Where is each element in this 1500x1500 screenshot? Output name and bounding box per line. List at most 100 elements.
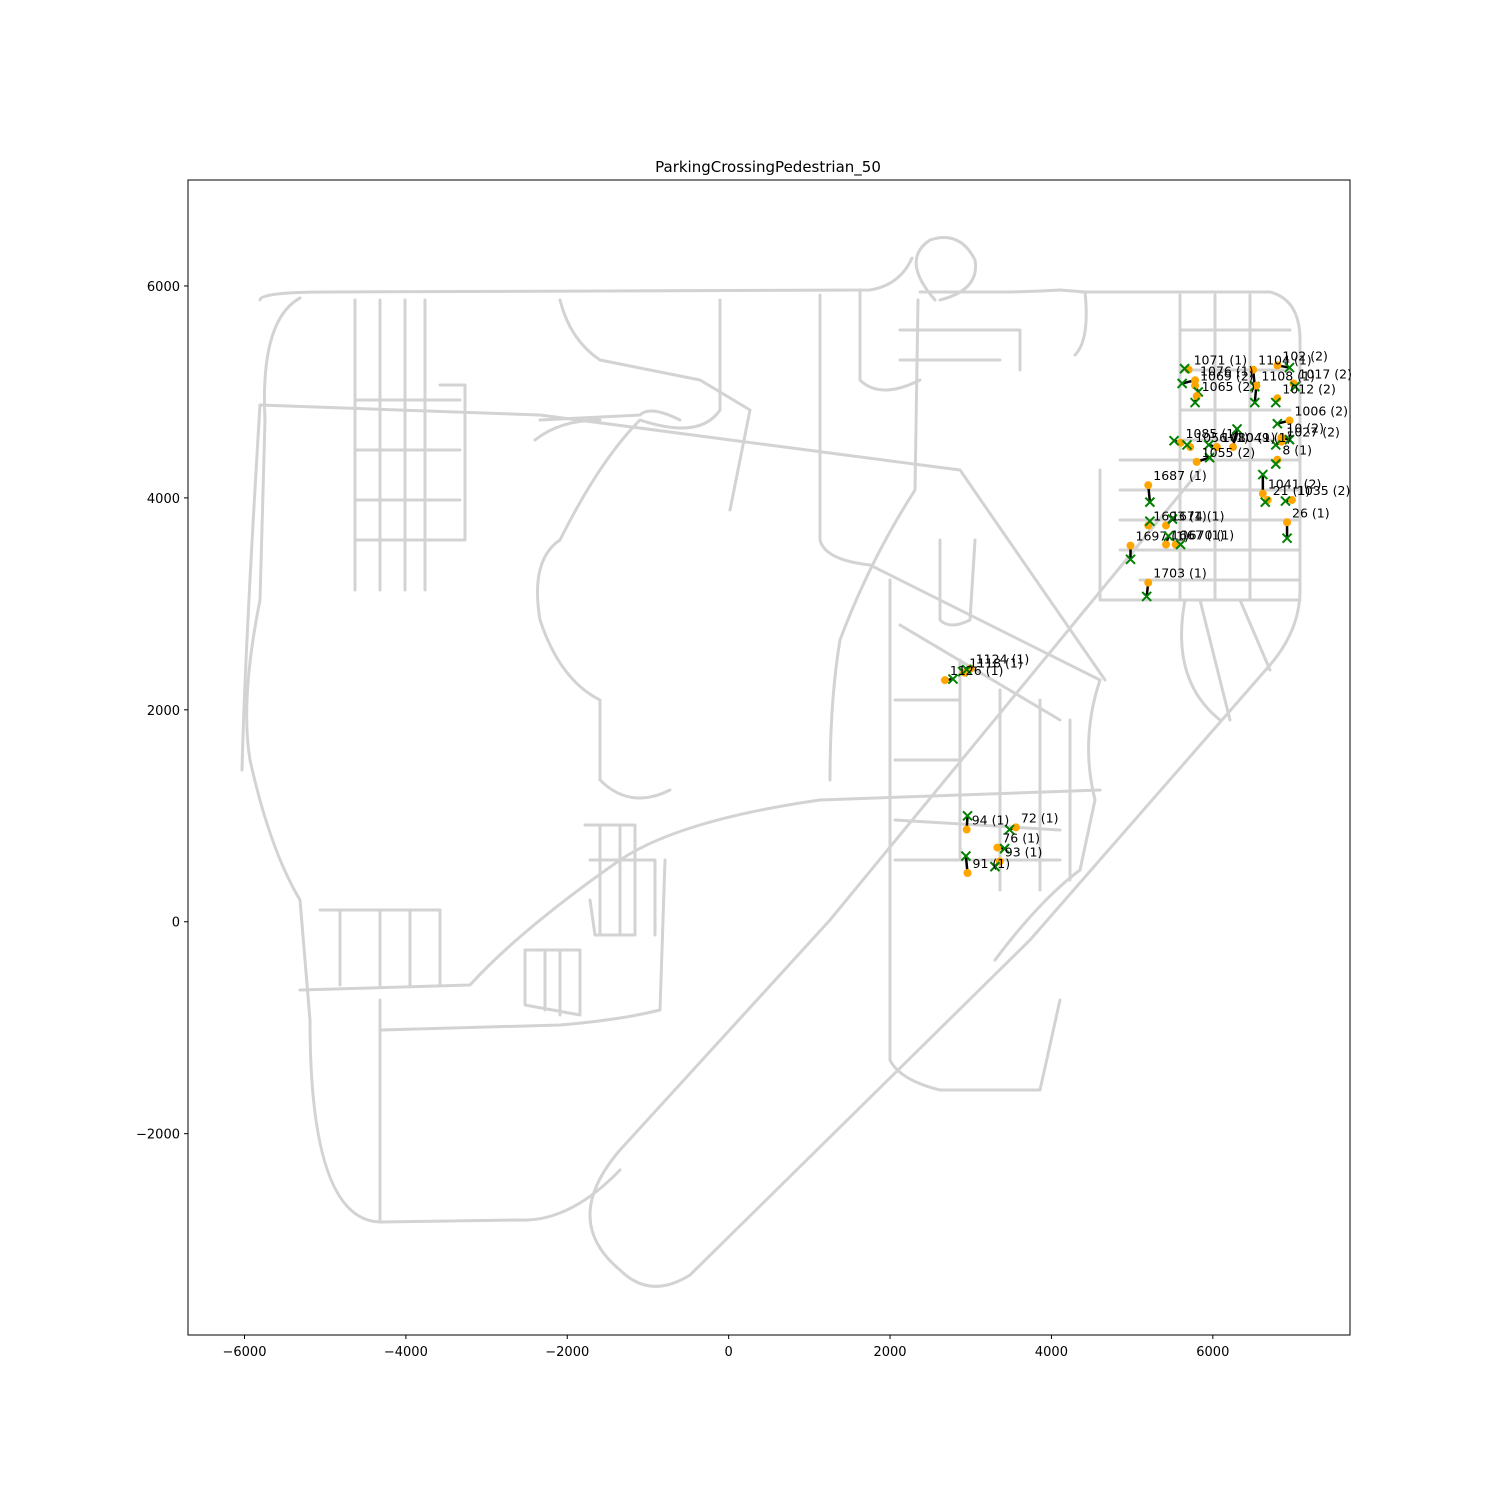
x-tick: 6000 [1196, 1335, 1229, 1360]
y-tick-label: −2000 [136, 1128, 180, 1143]
point-label: 1124 (1) [976, 651, 1030, 666]
scenario-point: 1017 (2) [1289, 366, 1353, 392]
point-label: 1071 (1) [1194, 353, 1248, 368]
scenario-point: 1693 (1) [1144, 508, 1207, 530]
road-network [240, 236, 1302, 1288]
point-label: 91 (1) [973, 856, 1011, 871]
scenario-point: 8 (1) [1270, 443, 1312, 470]
scenario-point: 1069 (2) [1191, 369, 1254, 398]
end-marker [1163, 530, 1174, 542]
scenario-point: 94 (1) [962, 810, 1010, 834]
end-marker [1144, 515, 1156, 527]
scenario-point: 93 (1) [989, 844, 1042, 872]
point-label: 1085 (1) [1186, 426, 1240, 441]
point-label: 72 (1) [1021, 810, 1059, 825]
end-marker [1270, 458, 1281, 470]
start-marker [1283, 518, 1292, 527]
point-label: 1126 (1) [950, 663, 1004, 678]
y-tick-label: 4000 [147, 492, 180, 507]
point-label: 1076 (1) [1200, 363, 1254, 378]
axes-frame [187, 179, 1351, 1336]
end-marker [989, 861, 1001, 872]
end-marker [1167, 513, 1178, 525]
y-tick-label: 2000 [147, 704, 180, 719]
point-label: 1697 (1) [1136, 529, 1190, 544]
start-marker [1192, 457, 1201, 466]
scenario-point: 1027 (2) [1270, 425, 1340, 451]
start-marker [1249, 365, 1258, 374]
point-label: 1108 (1) [1261, 369, 1315, 384]
scenario-point: 1065 (2) [1189, 379, 1256, 408]
point-label: 102 (2) [1282, 348, 1328, 363]
scenario-point: 26 (1) [1281, 505, 1330, 544]
scenario-point: 76 (1) [993, 831, 1040, 854]
end-marker [1289, 381, 1301, 392]
scenario-point: 1697 (1) [1125, 529, 1190, 565]
x-tick: 0 [725, 1335, 733, 1360]
point-label: 1687 (1) [1153, 468, 1207, 483]
point-label: 1118 (1) [969, 656, 1023, 671]
y-tick: 0 [172, 916, 188, 931]
scenario-point: 1703 (1) [1141, 566, 1207, 602]
plot-area: 102 (2)1104 (1)1071 (1)1017 (2)1076 (1)1… [940, 348, 1353, 877]
end-marker [961, 664, 972, 675]
point-label: 10 (2) [1286, 420, 1324, 435]
scenario-point: 1667 (1) [1162, 528, 1225, 549]
point-label: 1693 (1) [1153, 508, 1207, 523]
scenario-point: 1674 (1) [1162, 508, 1225, 530]
point-label: 1035 (2) [1297, 483, 1351, 498]
scenario-point: 1670 (1) [1171, 528, 1234, 550]
scenario-point: 1104 (1) [1249, 353, 1312, 392]
x-tick-label: −2000 [545, 1345, 589, 1360]
end-marker [1257, 469, 1269, 480]
scenario-point: 1126 (1) [940, 663, 1004, 685]
y-tick: 6000 [147, 280, 188, 295]
point-label: 1027 (2) [1286, 425, 1340, 440]
scenario-point: 21 (1) [1260, 483, 1311, 508]
start-marker [1126, 541, 1135, 550]
scenario-point: 1035 (2) [1280, 483, 1351, 507]
scenario-point: 1108 (1) [1249, 369, 1315, 408]
x-axis: −6000 −4000 −2000 0 2000 4000 6000 [222, 1335, 1229, 1360]
scenario-point: 102 (2) [1273, 348, 1328, 373]
point-label: 94 (1) [972, 813, 1010, 828]
scenario-point: 1076 (1) [1176, 363, 1254, 389]
start-marker [1212, 443, 1221, 452]
end-marker [1270, 397, 1281, 408]
point-label: 1017 (2) [1299, 366, 1353, 381]
point-label: 1006 (2) [1294, 404, 1348, 419]
x-tick: −6000 [222, 1335, 266, 1360]
end-marker [1203, 439, 1214, 451]
start-marker [1277, 437, 1286, 446]
scenario-point: 72 (1) [1004, 810, 1059, 835]
x-tick-label: 0 [725, 1345, 733, 1360]
x-tick-label: −6000 [222, 1345, 266, 1360]
scenario-point: 1055 (2) [1192, 445, 1256, 466]
point-label: 1703 (1) [1153, 566, 1207, 581]
end-marker [1179, 363, 1190, 374]
point-label: 1012 (2) [1282, 381, 1336, 396]
y-axis: −2000 0 2000 4000 6000 [136, 280, 188, 1143]
point-label: 8 (1) [1282, 443, 1312, 458]
end-marker [1181, 439, 1193, 451]
end-marker [1175, 539, 1186, 550]
end-marker [1249, 397, 1260, 408]
point-label: 1055 (2) [1202, 445, 1256, 460]
y-tick: 2000 [147, 704, 188, 719]
end-marker [947, 673, 959, 685]
scenario-point: 1118 (1) [960, 656, 1023, 677]
x-tick: −4000 [384, 1335, 428, 1360]
end-marker [1281, 532, 1293, 544]
y-tick-label: 6000 [147, 280, 180, 295]
end-marker [960, 850, 972, 862]
start-marker [962, 825, 971, 834]
x-tick-label: 2000 [873, 1345, 906, 1360]
end-marker [1284, 434, 1295, 445]
point-label: 21 (1) [1273, 483, 1311, 498]
point-label: 1674 (1) [1171, 508, 1225, 523]
x-tick: −2000 [545, 1335, 589, 1360]
end-marker [1272, 418, 1283, 429]
point-label: 1065 (2) [1202, 379, 1256, 394]
scenario-point: 1687 (1) [1144, 468, 1207, 508]
